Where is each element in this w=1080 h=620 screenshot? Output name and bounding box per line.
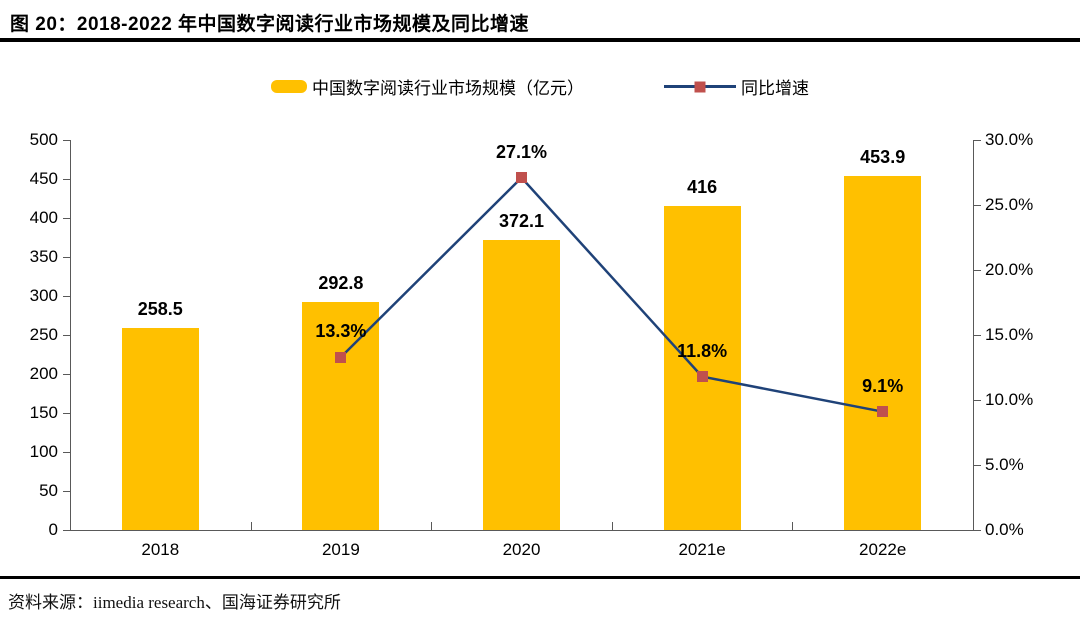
y-axis-tick: [63, 179, 70, 180]
y-axis-line: [70, 140, 71, 531]
source-divider: [0, 576, 1080, 579]
y-axis-tick: [63, 140, 70, 141]
growth-line: [340, 175, 883, 413]
x-axis-line: [70, 530, 974, 531]
y-axis-tick-label: 200: [29, 364, 58, 383]
y2-axis-line: [973, 140, 974, 531]
x-axis-category-label: 2018: [141, 540, 180, 559]
growth-point-marker: [516, 172, 527, 184]
market-size-bar: [663, 205, 741, 530]
line-series-swatch: [664, 81, 736, 92]
y2-axis-tick: [974, 270, 981, 271]
y-axis-tick-label: 250: [29, 325, 58, 344]
source-note: 资料来源：iimedia research、国海证券研究所: [8, 593, 341, 612]
y-axis-tick-label: 350: [29, 247, 58, 266]
y-axis-tick: [63, 413, 70, 414]
y-axis-tick: [63, 296, 70, 297]
y2-axis-tick: [974, 400, 981, 401]
bar-value-label: 453.9: [860, 146, 906, 167]
growth-value-label: 27.1%: [495, 141, 548, 162]
y-axis-tick: [63, 335, 70, 336]
growth-point-marker: [335, 351, 347, 363]
bar-value-label: 258.5: [137, 299, 183, 320]
market-size-bar: [844, 175, 922, 530]
x-axis-category-label: 2019: [321, 540, 360, 559]
growth-point-marker: [877, 406, 889, 418]
growth-value-label: 9.1%: [862, 375, 904, 396]
legend-item-growth: 同比增速: [664, 74, 809, 99]
y-axis-tick-label: 150: [29, 403, 58, 422]
line-series-marker: [694, 81, 706, 92]
y2-axis-tick: [974, 335, 981, 336]
x-axis-category-label: 2022e: [859, 540, 907, 559]
market-size-bar: [302, 301, 380, 530]
y2-axis-tick-label: 30.0%: [985, 130, 1034, 149]
x-axis-category-label: 2021e: [678, 540, 726, 559]
x-axis-tick: [431, 522, 433, 530]
y-axis-tick: [63, 257, 70, 258]
y2-axis-tick-label: 15.0%: [985, 325, 1034, 344]
market-size-bar: [483, 239, 560, 530]
y-axis-tick-label: 50: [39, 481, 58, 500]
y-axis-tick: [63, 452, 70, 453]
bar-series-swatch: [271, 80, 307, 93]
growth-value-label: 13.3%: [315, 321, 367, 342]
growth-value-label: 11.8%: [677, 340, 728, 361]
y-axis-tick: [63, 218, 70, 219]
x-axis-category-label: 2020: [502, 540, 541, 559]
bar-value-label: 416: [687, 176, 718, 197]
y-axis-tick-label: 450: [29, 169, 58, 188]
y2-axis-tick: [974, 465, 981, 466]
bar-value-label: 372.1: [498, 210, 545, 231]
y2-axis-tick-label: 5.0%: [985, 455, 1024, 474]
x-axis-tick: [250, 522, 252, 530]
legend-item-market-size: 中国数字阅读行业市场规模（亿元）: [271, 74, 584, 99]
y-axis-tick-label: 100: [29, 442, 58, 461]
legend-label-market-size: 中国数字阅读行业市场规模（亿元）: [312, 79, 584, 98]
y-axis-tick-label: 300: [29, 286, 58, 305]
growth-point-marker: [696, 371, 708, 383]
y2-axis-tick: [974, 530, 981, 531]
y2-axis-tick-label: 20.0%: [985, 260, 1034, 279]
y2-axis-tick-label: 10.0%: [985, 390, 1034, 409]
market-size-bar: [121, 328, 199, 530]
y-axis-tick-label: 400: [29, 208, 58, 227]
y2-axis-tick-label: 25.0%: [985, 195, 1034, 214]
y2-axis-tick-label: 0.0%: [985, 520, 1024, 539]
y2-axis-tick: [974, 140, 981, 141]
y-axis-tick: [63, 374, 70, 375]
legend-label-growth: 同比增速: [741, 79, 809, 98]
y-axis-tick: [63, 491, 70, 492]
x-axis-tick: [792, 522, 794, 530]
y-axis-tick-label: 0: [48, 520, 58, 539]
y2-axis-tick: [974, 205, 981, 206]
title-divider: [0, 38, 1080, 42]
bar-value-label: 292.8: [318, 272, 364, 293]
y-axis-tick: [63, 530, 70, 531]
figure-title: 图 20：2018-2022 年中国数字阅读行业市场规模及同比增速: [10, 14, 530, 35]
y-axis-tick-label: 500: [29, 130, 58, 149]
chart-legend: 中国数字阅读行业市场规模（亿元） 同比增速: [0, 74, 1080, 99]
x-axis-tick: [611, 522, 613, 530]
